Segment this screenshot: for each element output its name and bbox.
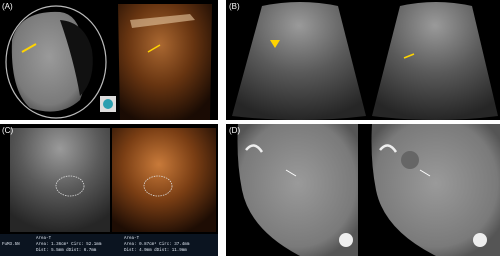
arrow [403, 53, 415, 59]
contrast-ultrasound [112, 128, 216, 232]
lung [60, 20, 93, 96]
measure-text: Dist: 4.9mm dDist: 11.9mm [124, 248, 187, 253]
lesion-outline [143, 175, 173, 197]
measure-text: Area: 1.36cm² Circ: 52.1mm [36, 241, 102, 247]
panel-label: (C) [2, 126, 13, 135]
rib [245, 144, 264, 153]
contrast-ultrasound [118, 4, 212, 120]
arrowhead [270, 40, 280, 48]
echo-band [130, 14, 195, 28]
measure-text: Dist: 5.5mm dDist: 6.7mm [36, 248, 97, 253]
liver-ct [237, 124, 358, 256]
probe-label: FuM3.5N [2, 243, 20, 247]
panel-label: (B) [229, 2, 240, 11]
panel-a: (A) [0, 0, 218, 120]
panel-label: (A) [2, 2, 13, 11]
panel-c: FuM3.5N Area-T Area: 1.36cm² Circ: 52.1m… [0, 124, 218, 256]
ultrasound-fan [232, 2, 366, 120]
arrow [147, 44, 161, 53]
panel-d: (D) [226, 124, 500, 256]
ultrasound-image [10, 128, 110, 232]
lesion [401, 151, 419, 169]
vessel [473, 233, 487, 247]
arrow [285, 169, 297, 177]
measure-text: Area: 0.87cm² Circ: 37.4mm [124, 241, 190, 247]
vessel [339, 233, 353, 247]
panel-b: (B) [226, 0, 500, 120]
body-outline [5, 5, 107, 119]
arrow [21, 43, 37, 53]
measure-title: Area-T [124, 237, 140, 241]
panel-label: (D) [229, 126, 240, 135]
probe-icon [103, 99, 113, 109]
rib [379, 144, 398, 153]
lesion-outline [55, 175, 85, 197]
measure-title: Area-T [36, 237, 52, 241]
measurement-bar [0, 234, 218, 256]
ultrasound-fan [372, 2, 498, 120]
arrow [419, 169, 431, 177]
